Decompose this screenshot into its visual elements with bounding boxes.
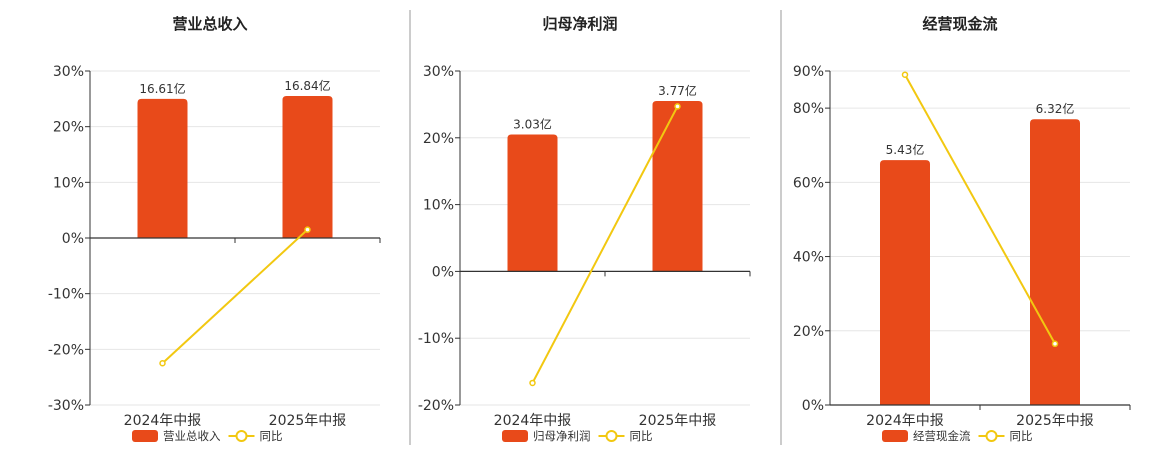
x-tick-label: 2024年中报	[494, 413, 572, 429]
chart-panel-3: 经营现金流 0% 20% 40% 60% 80% 90% 5.43亿 6.32亿 2024年中报 2…	[793, 15, 1131, 443]
y-tick-label: -20%	[48, 342, 84, 358]
x-tick-label: 2024年中报	[866, 413, 944, 429]
chart-title: 经营现金流	[922, 15, 997, 33]
legend-swatch-bar	[132, 430, 158, 442]
bar	[137, 98, 188, 238]
legend: 经营现金流 同比	[882, 429, 1033, 443]
yoy-point	[1051, 340, 1059, 348]
y-tick-label: -10%	[48, 287, 84, 303]
y-tick-label: -10%	[418, 331, 454, 347]
bar	[282, 96, 333, 238]
bar	[507, 134, 558, 272]
yoy-point	[159, 360, 166, 367]
y-tick-label: 20%	[53, 120, 84, 136]
y-tick-label: 40%	[793, 250, 824, 266]
y-tick-label: 0%	[62, 231, 84, 247]
yoy-line	[161, 228, 309, 364]
legend-label-bar: 归母净利润	[533, 429, 591, 443]
bar	[652, 101, 703, 272]
bar-data-label: 3.03亿	[513, 116, 552, 131]
y-tick-label: 60%	[793, 175, 824, 191]
y-tick-label: 10%	[53, 175, 84, 191]
legend-swatch-marker	[235, 430, 248, 442]
bar	[880, 160, 930, 405]
yoy-line	[531, 105, 679, 384]
y-tick-label: 90%	[793, 64, 824, 80]
chart-title: 归母净利润	[542, 15, 617, 33]
legend-label-bar: 营业总收入	[163, 429, 221, 443]
chart-panel-2: 归母净利润 -20% -10% 0% 10% 20% 30% 3.03亿 3.77亿 2024年中…	[418, 15, 751, 443]
yoy-point	[674, 103, 681, 110]
bar-data-label: 3.77亿	[658, 83, 697, 98]
y-tick-label: 80%	[793, 101, 824, 117]
y-tick-label: -20%	[418, 398, 454, 414]
legend: 归母净利润 同比	[502, 429, 653, 443]
bar-data-label: 16.61亿	[139, 81, 185, 96]
legend-swatch-marker	[605, 430, 618, 442]
yoy-point	[901, 71, 909, 78]
chart-title: 营业总收入	[172, 15, 247, 33]
x-tick-label: 2025年中报	[639, 413, 717, 429]
legend-label-line: 同比	[260, 429, 283, 443]
x-tick-label: 2025年中报	[269, 413, 347, 429]
legend-label-bar: 经营现金流	[913, 429, 971, 443]
legend-swatch-bar	[502, 430, 528, 442]
yoy-point	[304, 226, 311, 233]
y-tick-label: 0%	[802, 398, 824, 414]
y-tick-label: 0%	[432, 264, 454, 280]
y-tick-label: -30%	[48, 398, 84, 414]
y-tick-label: 30%	[53, 64, 84, 80]
y-tick-label: 10%	[423, 198, 454, 214]
legend-swatch-marker	[985, 430, 998, 442]
yoy-line	[904, 74, 1056, 345]
legend: 营业总收入 同比	[132, 429, 283, 443]
chart-panel-1: 营业总收入 -30% -20% -10% 0% 10% 20% 30% 16.61亿 16.84亿…	[48, 15, 381, 443]
yoy-point	[529, 379, 536, 387]
y-tick-label: 30%	[423, 64, 454, 80]
bar-data-label: 6.32亿	[1036, 101, 1075, 116]
y-tick-label: 20%	[793, 324, 824, 340]
x-tick-label: 2024年中报	[124, 413, 202, 429]
legend-swatch-bar	[882, 430, 908, 442]
y-tick-label: 20%	[423, 131, 454, 147]
bar-data-label: 5.43亿	[886, 142, 925, 157]
bar-data-label: 16.84亿	[284, 78, 330, 93]
legend-label-line: 同比	[630, 429, 653, 443]
x-tick-label: 2025年中报	[1016, 413, 1094, 429]
legend-label-line: 同比	[1010, 429, 1033, 443]
bar	[1030, 119, 1080, 405]
